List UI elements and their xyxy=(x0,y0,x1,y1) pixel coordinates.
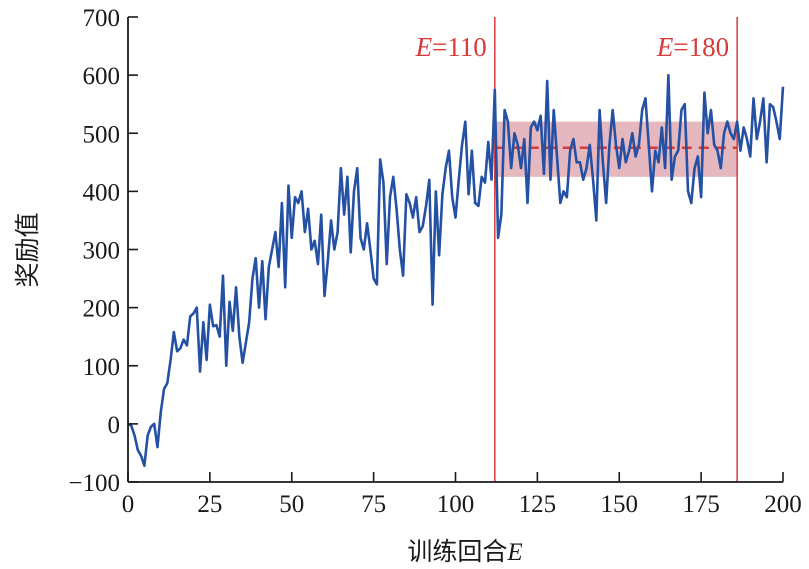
y-tick-label: −100 xyxy=(68,470,120,497)
x-axis-title-var: E xyxy=(506,539,522,566)
y-tick-label: 700 xyxy=(83,5,121,32)
reward-series-line-1 xyxy=(127,73,785,468)
x-tick-label: 0 xyxy=(122,491,135,518)
episode-annotation-value: =180 xyxy=(673,32,729,62)
episode-annotation-2: E=180 xyxy=(656,32,729,62)
x-tick-label: 75 xyxy=(361,491,386,518)
episode-annotation-value: =110 xyxy=(432,32,487,62)
y-tick-label: 200 xyxy=(83,296,121,323)
x-tick-label: 50 xyxy=(279,491,304,518)
x-tick-label: 150 xyxy=(601,491,639,518)
x-tick-label: 100 xyxy=(437,491,475,518)
y-tick-label: 300 xyxy=(83,238,121,265)
x-axis-title-text: 训练回合 xyxy=(407,537,507,566)
y-tick-label: 500 xyxy=(83,121,121,148)
y-tick-label: 600 xyxy=(83,63,121,90)
episode-annotation-var: E xyxy=(656,32,674,62)
episode-annotation-1: E=110 xyxy=(415,32,487,62)
y-tick-label: 400 xyxy=(83,179,121,206)
x-tick-label: 125 xyxy=(519,491,557,518)
x-axis-title: 训练回合E xyxy=(407,537,522,566)
y-axis-title: 奖励值 xyxy=(13,212,42,287)
annotation-group: E=110 E=180 xyxy=(415,32,730,62)
x-tick-label: 175 xyxy=(682,491,720,518)
series-group xyxy=(127,73,785,468)
x-tick-label: 200 xyxy=(764,491,802,518)
y-tick-label: 0 xyxy=(108,412,121,439)
episode-annotation-var: E xyxy=(415,32,433,62)
x-tick-label: 25 xyxy=(197,491,222,518)
marker-line-group xyxy=(494,17,738,482)
y-tick-label: 100 xyxy=(83,354,121,381)
